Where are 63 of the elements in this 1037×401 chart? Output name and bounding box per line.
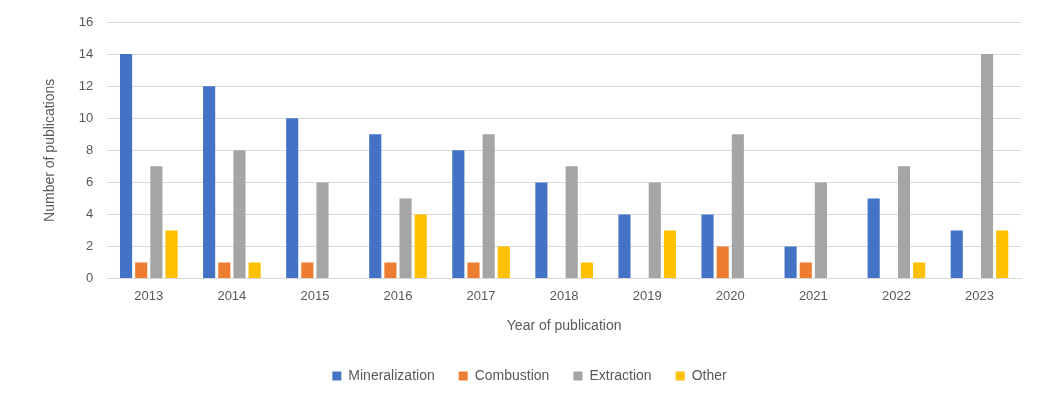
y-tick-label: 12 (78, 77, 94, 93)
bar (913, 262, 926, 279)
bar (218, 262, 231, 279)
legend-label: Mineralization (348, 366, 435, 383)
bar (784, 246, 797, 279)
bar (286, 118, 299, 279)
bar (648, 182, 661, 279)
y-tick-label: 4 (86, 206, 94, 222)
bar (452, 150, 465, 279)
y-axis-title: Number of publications (41, 78, 58, 222)
x-tick-label: 2020 (715, 287, 745, 303)
y-tick-label: 0 (86, 270, 94, 286)
bar (203, 86, 216, 279)
bar (663, 230, 676, 279)
bar (950, 230, 963, 279)
legend-label: Combustion (474, 366, 550, 383)
legend-label: Extraction (589, 366, 652, 383)
bar (731, 134, 744, 279)
bar (897, 166, 911, 279)
x-tick-label: 2017 (466, 287, 496, 303)
bar (618, 214, 631, 279)
bar (580, 262, 593, 279)
bar (399, 198, 412, 279)
x-tick-label: 2019 (632, 287, 662, 303)
bar (867, 198, 880, 279)
y-tick-label: 6 (86, 173, 94, 189)
y-tick-label: 16 (78, 13, 94, 29)
bar (980, 54, 994, 279)
bar (165, 230, 178, 279)
y-tick-label: 2 (86, 238, 94, 254)
x-axis-title: Year of publication (506, 317, 622, 334)
bar (996, 230, 1009, 279)
bar (565, 166, 578, 279)
bar (799, 262, 812, 279)
bar (467, 262, 480, 279)
bar (233, 150, 246, 279)
bar (135, 262, 148, 279)
bar (150, 166, 163, 279)
y-tick-label: 10 (78, 109, 94, 125)
x-tick-label: 2015 (300, 287, 330, 303)
x-tick-label: 2022 (881, 287, 911, 303)
y-tick-label: 14 (78, 45, 94, 61)
x-tick-label: 2023 (965, 287, 994, 303)
bar (701, 214, 714, 279)
bar (716, 246, 729, 279)
legend-label: Other (691, 366, 728, 383)
x-tick-label: 2013 (134, 287, 164, 303)
bar (248, 262, 261, 279)
x-tick-label: 2021 (798, 287, 828, 303)
bar (414, 214, 427, 279)
x-tick-label: 2016 (383, 287, 413, 303)
bar (535, 182, 548, 279)
x-tick-label: 2018 (549, 287, 579, 303)
bar (497, 246, 510, 279)
bar (482, 134, 495, 279)
bar (316, 182, 329, 279)
bar (119, 54, 133, 279)
bar (814, 182, 827, 279)
bar (369, 134, 382, 279)
bar (384, 262, 397, 279)
bar (301, 262, 314, 279)
x-tick-label: 2014 (217, 287, 247, 303)
y-tick-label: 8 (86, 141, 94, 157)
